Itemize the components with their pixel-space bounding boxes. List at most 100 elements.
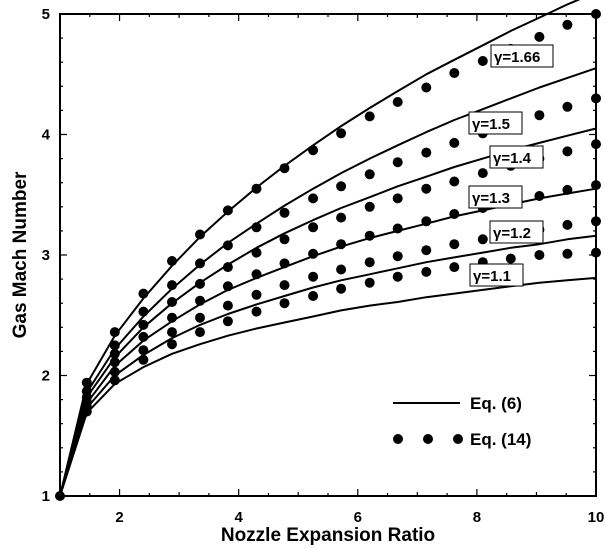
eq14-marker (364, 111, 375, 122)
eq14-marker (222, 281, 233, 292)
eq14-marker (392, 193, 403, 204)
eq14-marker (449, 176, 460, 187)
eq14-marker (534, 31, 545, 42)
eq14-marker (222, 316, 233, 327)
eq14-marker (138, 306, 149, 317)
eq14-marker (195, 312, 205, 323)
eq14-marker (591, 139, 601, 150)
y-tick-label: 5 (42, 6, 50, 23)
curve-label-box (468, 185, 523, 209)
eq14-marker (167, 256, 177, 266)
curve-label: γ=1.1 (473, 268, 511, 285)
eq14-marker (109, 357, 120, 368)
eq14-marker (81, 406, 92, 417)
eq14-marker (55, 491, 65, 501)
eq14-markers (55, 9, 601, 501)
curve-labels: γ=1.66 γ=1.5 γ=1.4 γ=1.3 γ=1.2 γ=1.1 (468, 44, 554, 287)
eq14-marker (109, 327, 120, 338)
eq14-marker (109, 366, 120, 377)
eq14-marker (279, 298, 290, 309)
curve-label: γ=1.4 (493, 150, 532, 167)
eq14-marker (562, 101, 573, 112)
eq14-marker (421, 183, 432, 194)
eq14-marker (392, 157, 403, 168)
curve-label-box (489, 145, 544, 169)
eq14-marker (138, 319, 149, 330)
eq14-marker (591, 180, 601, 191)
y-tick-label: 3 (42, 247, 50, 264)
curve-label-box (489, 220, 544, 244)
eq14-marker (449, 68, 460, 78)
eq14-marker (251, 306, 262, 317)
eq14-marker (364, 169, 375, 180)
eq14-marker (167, 339, 177, 350)
x-tick-label: 4 (234, 509, 243, 526)
eq14-marker (195, 295, 205, 306)
curve-label: γ=1.3 (472, 190, 510, 207)
eq14-marker (308, 145, 319, 156)
eq14-marker (421, 216, 432, 227)
x-tick-label: 10 (588, 509, 605, 526)
eq14-marker (308, 271, 319, 282)
eq14-marker (222, 205, 233, 216)
eq14-marker (251, 183, 262, 194)
eq14-marker (195, 229, 205, 240)
eq14-marker (336, 128, 347, 139)
eq14-marker (392, 223, 403, 234)
eq14-marker (336, 239, 347, 250)
eq14-marker (109, 340, 120, 351)
eq14-marker (562, 248, 573, 259)
y-tick-label: 4 (42, 127, 51, 144)
eq14-marker (364, 257, 375, 268)
eq14-marker (195, 327, 205, 338)
eq14-marker (421, 266, 432, 277)
y-axis-title: Gas Mach Number (10, 171, 31, 338)
eq14-marker (392, 271, 403, 282)
eq14-marker (562, 219, 573, 230)
eq14-marker (364, 230, 375, 241)
x-tick-label: 6 (354, 509, 362, 526)
eq14-marker (167, 280, 177, 291)
eq14-marker (449, 209, 460, 219)
eq14-marker (109, 348, 120, 359)
eq14-marker (222, 262, 233, 273)
eq14-marker (477, 56, 488, 66)
eq14-marker (336, 264, 347, 275)
y-tick-label: 1 (42, 488, 50, 505)
eq14-marker (477, 168, 488, 179)
eq14-marker (279, 258, 290, 269)
eq14-marker (392, 97, 403, 107)
x-tick-label: 8 (473, 509, 481, 526)
eq14-marker (138, 345, 149, 356)
x-axis-ticks: 2 4 6 8 10 (59, 14, 605, 526)
eq14-marker (195, 258, 205, 269)
eq14-marker (336, 212, 347, 223)
curve-label-box (490, 44, 554, 68)
eq6-curves (59, 0, 597, 497)
eq14-marker (251, 247, 262, 258)
eq14-marker (308, 193, 319, 204)
curve-label: γ=1.66 (494, 49, 540, 66)
x-tick-label: 2 (115, 509, 123, 526)
eq14-marker (279, 163, 290, 174)
y-axis-ticks: 1 2 3 4 5 (42, 6, 596, 505)
legend: Eq. (6) Eq. (14) (393, 394, 531, 449)
eq14-marker (534, 110, 545, 121)
eq14-marker (364, 277, 375, 288)
eq14-marker (222, 240, 233, 251)
eq14-marker (336, 181, 347, 192)
eq14-marker (336, 283, 347, 294)
eq14-marker (591, 93, 601, 104)
eq14-marker (251, 269, 262, 280)
eq14-marker (562, 184, 573, 195)
legend-marker (393, 434, 403, 444)
eq14-marker (279, 234, 290, 245)
legend-marker (423, 434, 433, 444)
eq14-marker (449, 137, 460, 148)
legend-marker (453, 434, 463, 444)
eq14-marker (421, 82, 432, 93)
eq14-marker (308, 248, 319, 259)
eq14-marker (81, 377, 92, 388)
